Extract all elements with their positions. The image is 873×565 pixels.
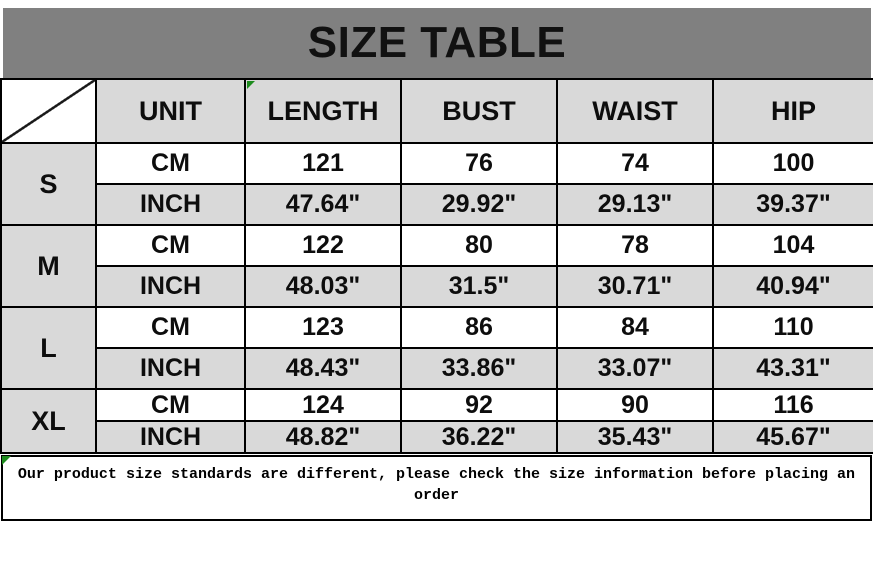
- size-label-l: L: [0, 306, 97, 390]
- value-cell: 40.94": [712, 265, 873, 308]
- header-row: UNIT LENGTH BUST WAIST HIP: [0, 78, 873, 144]
- value-cell: 80: [400, 224, 558, 267]
- value-cell: 100: [712, 142, 873, 185]
- value-cell: 48.03": [244, 265, 402, 308]
- page-title: SIZE TABLE: [307, 18, 567, 67]
- value-cell: 48.82": [244, 420, 402, 454]
- table-row-s-cm: S CM 121 76 74 100: [0, 142, 873, 226]
- green-triangle-marker: [2, 456, 11, 465]
- value-cell: 29.13": [556, 183, 714, 226]
- value-cell: 48.43": [244, 347, 402, 390]
- size-label-xl: XL: [0, 388, 97, 454]
- table-row-m-cm: M CM 122 80 78 104: [0, 224, 873, 308]
- unit-label-cell: INCH: [95, 347, 246, 390]
- unit-label-cell: CM: [95, 388, 246, 422]
- table-row-m-inch: INCH 48.03" 31.5" 30.71" 40.94": [1, 265, 873, 308]
- col-header-bust: BUST: [400, 78, 558, 144]
- value-cell: 33.86": [400, 347, 558, 390]
- table-row-xl-cm: XL CM 124 92 90 116: [0, 388, 873, 454]
- value-cell: 90: [556, 388, 714, 422]
- col-header-length-label: LENGTH: [267, 95, 379, 126]
- table-row-l-cm: L CM 123 86 84 110: [0, 306, 873, 390]
- value-cell: 121: [244, 142, 402, 185]
- value-cell: 33.07": [556, 347, 714, 390]
- value-cell: 104: [712, 224, 873, 267]
- value-cell: 43.31": [712, 347, 873, 390]
- value-cell: 122: [244, 224, 402, 267]
- unit-label-cell: INCH: [95, 183, 246, 226]
- size-label-m: M: [0, 224, 97, 308]
- value-cell: 29.92": [400, 183, 558, 226]
- title-bar: SIZE TABLE: [3, 8, 871, 78]
- size-label-s: S: [0, 142, 97, 226]
- corner-cell: [0, 78, 97, 144]
- unit-label-cell: CM: [95, 224, 246, 267]
- footer-note-box: Our product size standards are different…: [1, 455, 872, 521]
- value-cell: 110: [712, 306, 873, 349]
- value-cell: 39.37": [712, 183, 873, 226]
- col-header-hip: HIP: [712, 78, 873, 144]
- col-header-unit: UNIT: [95, 78, 246, 144]
- value-cell: 116: [712, 388, 873, 422]
- value-cell: 124: [244, 388, 402, 422]
- diagonal-divider-line: [3, 81, 94, 141]
- value-cell: 47.64": [244, 183, 402, 226]
- value-cell: 86: [400, 306, 558, 349]
- unit-label-cell: CM: [95, 306, 246, 349]
- value-cell: 123: [244, 306, 402, 349]
- value-cell: 92: [400, 388, 558, 422]
- table-row-l-inch: INCH 48.43" 33.86" 33.07" 43.31": [1, 347, 873, 390]
- value-cell: 35.43": [556, 420, 714, 454]
- unit-label-cell: CM: [95, 142, 246, 185]
- value-cell: 45.67": [712, 420, 873, 454]
- value-cell: 31.5": [400, 265, 558, 308]
- value-cell: 84: [556, 306, 714, 349]
- value-cell: 74: [556, 142, 714, 185]
- size-table: UNIT LENGTH BUST WAIST HIP S CM 121 76 7…: [0, 78, 873, 454]
- value-cell: 76: [400, 142, 558, 185]
- unit-label-cell: INCH: [95, 265, 246, 308]
- footer-note: Our product size standards are different…: [17, 466, 856, 504]
- col-header-waist: WAIST: [556, 78, 714, 144]
- unit-label-cell: INCH: [95, 420, 246, 454]
- green-flag-marker: [247, 81, 255, 89]
- col-header-length: LENGTH: [244, 78, 402, 144]
- table-row-s-inch: INCH 47.64" 29.92" 29.13" 39.37": [1, 183, 873, 226]
- value-cell: 30.71": [556, 265, 714, 308]
- table-row-xl-inch: INCH 48.82" 36.22" 35.43" 45.67": [1, 420, 873, 454]
- value-cell: 36.22": [400, 420, 558, 454]
- value-cell: 78: [556, 224, 714, 267]
